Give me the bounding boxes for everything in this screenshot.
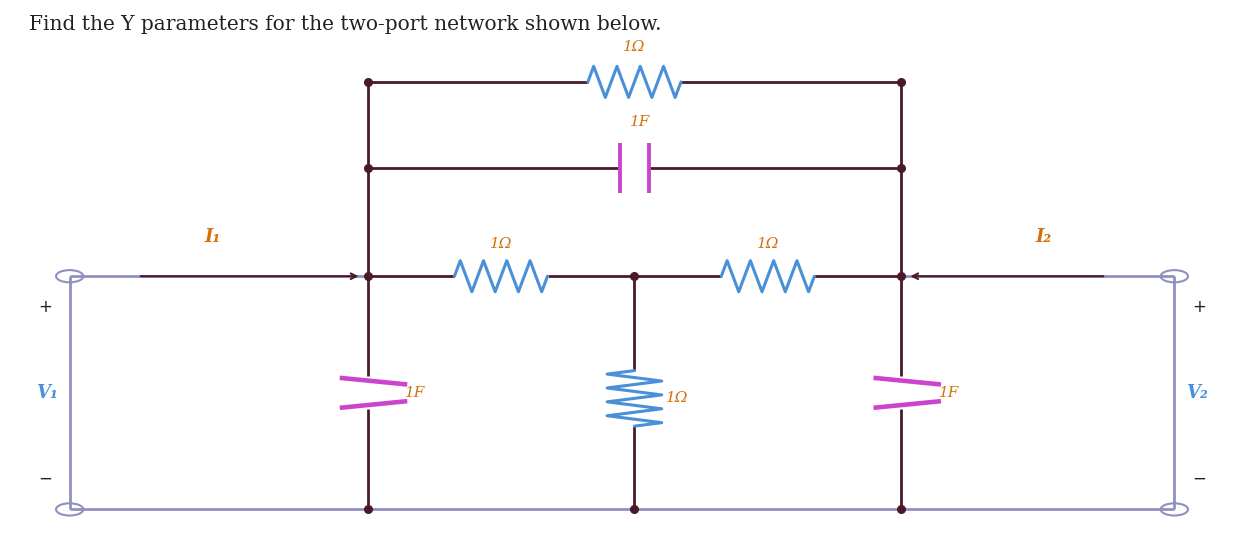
Text: 1Ω: 1Ω [490, 237, 513, 251]
Text: −: − [1192, 470, 1207, 488]
Text: I₁: I₁ [204, 228, 220, 246]
Text: V₂: V₂ [1186, 384, 1208, 402]
Text: −: − [37, 470, 52, 488]
Text: +: + [1192, 298, 1207, 316]
Text: 1Ω: 1Ω [756, 237, 779, 251]
Text: 1F: 1F [404, 386, 425, 400]
Text: 1Ω: 1Ω [666, 391, 688, 405]
Text: V₁: V₁ [36, 384, 58, 402]
Text: +: + [37, 298, 52, 316]
Text: I₂: I₂ [1036, 228, 1052, 246]
Text: Find the Y parameters for the two-port network shown below.: Find the Y parameters for the two-port n… [29, 15, 662, 34]
Text: 1F: 1F [631, 115, 651, 129]
Text: 1Ω: 1Ω [623, 40, 646, 54]
Text: 1F: 1F [938, 386, 959, 400]
